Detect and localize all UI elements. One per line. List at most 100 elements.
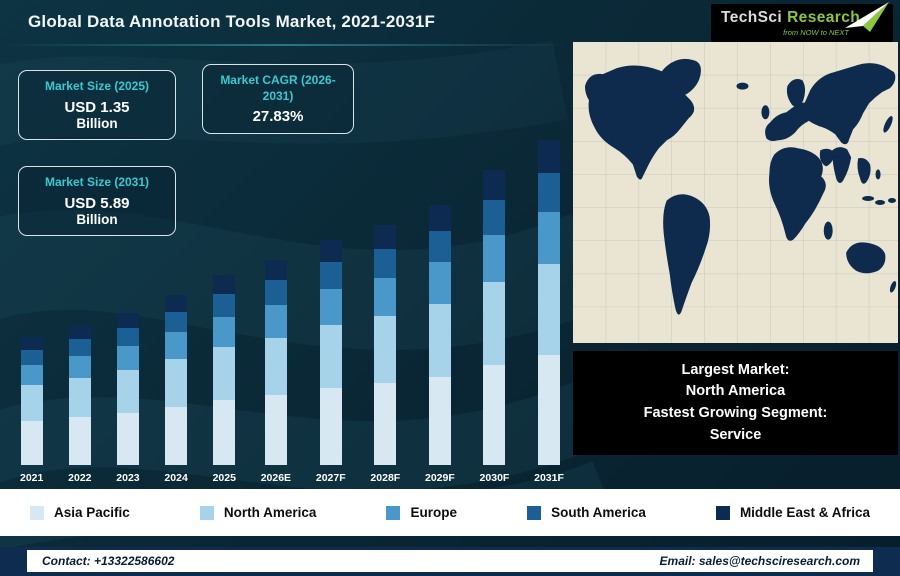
- bar-segment-asia-pacific: [483, 365, 506, 465]
- bar-stack: [319, 240, 342, 465]
- bar-segment-europe: [68, 356, 91, 378]
- footer-corner-left: [0, 550, 27, 572]
- bar-segment-europe: [483, 235, 506, 282]
- bar-segment-south-america: [264, 280, 287, 305]
- bar-segment-south-america: [428, 231, 451, 262]
- stat-card-market-size-2031: Market Size (2031) USD 5.89 Billion: [18, 166, 176, 236]
- x-axis-label: 2022: [68, 472, 92, 484]
- legend: Asia Pacific North America Europe South Ame…: [0, 489, 900, 536]
- footer-corner-right: [873, 550, 900, 572]
- bar-segment-europe: [116, 346, 139, 370]
- stat-label: Market CAGR (2026-2031): [220, 73, 336, 103]
- bar-segment-south-america: [374, 249, 397, 278]
- bar-segment-north-america: [483, 282, 506, 365]
- bar-stack: [428, 205, 451, 465]
- bar-segment-south-america: [213, 294, 236, 317]
- legend-swatch: [715, 505, 730, 520]
- bar-column-2026e: 2026E: [261, 260, 291, 484]
- bar-segment-asia-pacific: [116, 413, 139, 465]
- bar-segment-middle-east-africa: [116, 313, 139, 328]
- legend-label: Middle East & Africa: [739, 505, 870, 520]
- stat-label: Market Size (2031): [44, 175, 150, 189]
- world-map: [573, 42, 898, 343]
- legend-swatch: [199, 505, 214, 520]
- bar-column-2029f: 2029F: [425, 205, 455, 484]
- legend-swatch: [386, 505, 401, 520]
- caption-fastest-segment-label: Fastest Growing Segment:: [643, 405, 828, 421]
- bar-segment-asia-pacific: [319, 388, 342, 465]
- bar-segment-south-america: [68, 339, 91, 356]
- bar-segment-middle-east-africa: [374, 225, 397, 249]
- bar-column-2024: 2024: [164, 295, 188, 484]
- bar-stack: [116, 313, 139, 465]
- bar-segment-south-america: [483, 200, 506, 235]
- bar-column-2027f: 2027F: [316, 240, 346, 484]
- x-axis-label: 2024: [164, 472, 188, 484]
- header-divider: [0, 44, 570, 46]
- bar-segment-middle-east-africa: [68, 325, 91, 339]
- bar-stack: [264, 260, 287, 465]
- x-axis-label: 2031F: [534, 472, 564, 484]
- bar-segment-europe: [319, 289, 342, 325]
- caption-largest-market-value: North America: [685, 383, 786, 400]
- bar-segment-middle-east-africa: [319, 240, 342, 262]
- map-caption: Largest Market: North America Fastest Gr…: [573, 351, 898, 455]
- bar-column-2031f: 2031F: [534, 140, 564, 484]
- bar-stack: [20, 337, 43, 465]
- bar-segment-middle-east-africa: [264, 260, 287, 280]
- bar-segment-asia-pacific: [20, 421, 43, 465]
- x-axis-label: 2030F: [479, 472, 510, 484]
- legend-item-asia-pacific: Asia Pacific: [30, 505, 130, 520]
- bar-segment-europe: [264, 305, 287, 338]
- bar-segment-asia-pacific: [428, 377, 451, 465]
- bar-stack: [68, 325, 91, 465]
- bar-segment-north-america: [319, 325, 342, 388]
- caption-largest-market-label: Largest Market:: [681, 361, 790, 378]
- bar-column-2021: 2021: [20, 337, 43, 484]
- bar-stack: [374, 225, 397, 465]
- logo-brand-primary: TechSci: [721, 9, 783, 26]
- bar-column-2023: 2023: [116, 313, 140, 484]
- bar-stack: [538, 140, 560, 465]
- bar-column-2030f: 2030F: [479, 170, 510, 484]
- techsci-logo: TechSci Research from NOW to NEXT: [711, 2, 893, 42]
- legend-item-europe: Europe: [386, 505, 457, 520]
- stat-value: USD 1.35: [64, 98, 130, 116]
- bar-segment-south-america: [538, 173, 560, 212]
- page-title: Global Data Annotation Tools Market, 202…: [28, 12, 436, 31]
- bar-segment-europe: [538, 212, 560, 264]
- bar-segment-north-america: [165, 359, 188, 407]
- bar-stack: [483, 170, 506, 465]
- bar-segment-north-america: [538, 264, 560, 355]
- bar-segment-europe: [213, 317, 236, 347]
- bar-segment-middle-east-africa: [483, 170, 506, 200]
- stat-value: 27.83%: [252, 108, 304, 126]
- bar-segment-middle-east-africa: [538, 140, 560, 173]
- bar-segment-south-america: [116, 328, 139, 346]
- x-axis-label: 2027F: [315, 472, 346, 484]
- legend-swatch: [527, 505, 542, 520]
- x-axis-label: 2026E: [260, 472, 292, 484]
- stat-unit: Billion: [76, 115, 118, 131]
- bar-segment-south-america: [319, 262, 342, 289]
- bar-segment-asia-pacific: [374, 383, 397, 465]
- bar-segment-europe: [165, 332, 188, 359]
- legend-item-north-america: North America: [199, 505, 316, 520]
- x-axis-label: 2029F: [424, 472, 455, 484]
- stacked-bar-chart: 2021 2022 2023 2024 2025 2026E 2027F 2028F 2029F…: [20, 140, 564, 484]
- bar-segment-middle-east-africa: [428, 205, 451, 231]
- bar-column-2028f: 2028F: [370, 225, 400, 484]
- bar-segment-asia-pacific: [68, 417, 91, 465]
- bar-segment-south-america: [165, 312, 188, 332]
- bar-segment-south-america: [20, 350, 43, 365]
- stat-label: Market Size (2025): [44, 79, 150, 93]
- legend-item-middle-east-africa: Middle East & Africa: [715, 505, 870, 520]
- bar-segment-north-america: [374, 316, 397, 383]
- bar-segment-north-america: [428, 304, 451, 377]
- bar-segment-north-america: [264, 338, 287, 395]
- logo-arrow-icon: [845, 2, 889, 32]
- bar-column-2022: 2022: [68, 325, 92, 484]
- bar-segment-middle-east-africa: [20, 337, 43, 350]
- bar-segment-asia-pacific: [538, 355, 560, 465]
